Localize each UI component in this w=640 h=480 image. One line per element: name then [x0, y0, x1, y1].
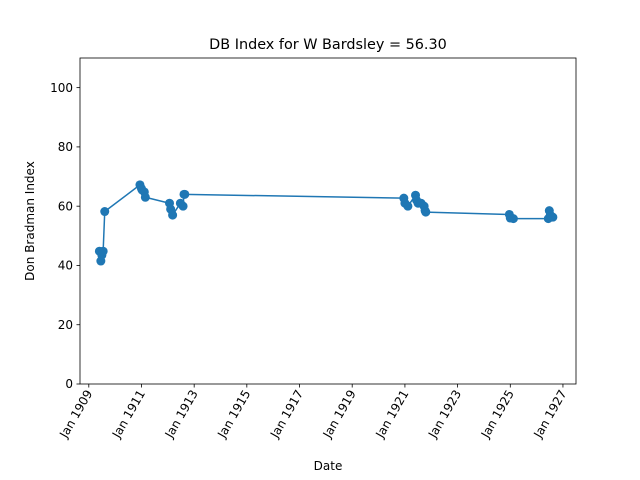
- data-point: [98, 246, 108, 256]
- axes-frame: [79, 57, 577, 385]
- data-point: [508, 214, 518, 224]
- data-point: [178, 201, 188, 211]
- y-axis: 0 20 40 60 80 100: [50, 81, 80, 391]
- y-tick-label: 40: [58, 259, 73, 273]
- data-point: [421, 207, 431, 217]
- y-tick-label: 60: [58, 199, 73, 213]
- plot-area: [94, 180, 558, 266]
- data-point: [403, 201, 413, 211]
- data-point: [140, 192, 150, 202]
- y-tick-label: 0: [65, 377, 73, 391]
- y-tick-label: 100: [50, 81, 73, 95]
- y-tick-label: 20: [58, 318, 73, 332]
- data-point: [180, 189, 190, 199]
- chart-title: DB Index for W Bardsley = 56.30: [209, 37, 447, 53]
- data-point: [548, 212, 558, 222]
- y-tick-label: 80: [58, 140, 73, 154]
- x-axis-label: Date: [314, 459, 343, 473]
- data-point: [100, 207, 110, 217]
- data-point: [168, 210, 178, 220]
- y-axis-label: Don Bradman Index: [23, 161, 37, 281]
